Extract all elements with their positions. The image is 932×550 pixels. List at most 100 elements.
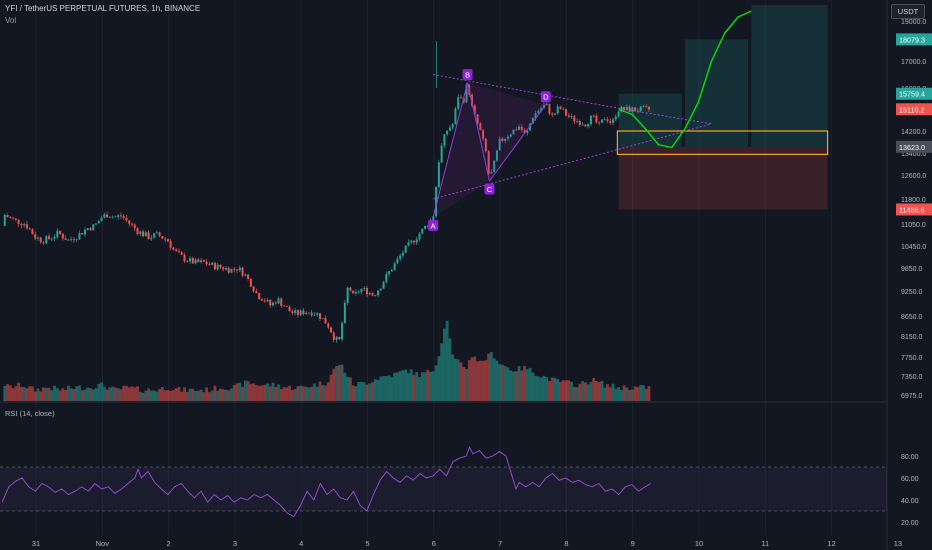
currency-button[interactable]: USDT [891, 4, 925, 19]
candle-body [363, 288, 366, 290]
candle-body [556, 106, 559, 114]
volume-bar [318, 381, 322, 401]
volume-bar [451, 354, 455, 401]
volume-bar [581, 381, 585, 401]
volume-bar [33, 391, 37, 401]
candle-body [479, 123, 482, 131]
candles[interactable] [3, 41, 650, 343]
volume-bar [205, 387, 209, 401]
volume-bar [113, 387, 117, 401]
time-axis[interactable]: 31 Nov 2 3 4 5 6 7 8 9 10 11 12 13 [32, 539, 902, 548]
volume-bar [647, 386, 651, 401]
candle-body [302, 310, 305, 315]
volume-bar [25, 388, 29, 401]
candle-body [150, 237, 153, 239]
volume-bar [191, 388, 195, 401]
volume-bar [125, 385, 128, 401]
pattern-label-a: A [431, 221, 436, 230]
candle-body [211, 262, 214, 265]
candle-body [3, 215, 6, 226]
price-axis[interactable]: 19000.017000.016000.014200.013400.012600… [896, 19, 932, 400]
price-tick-label: 9850.0 [901, 266, 923, 273]
candle-body [509, 134, 512, 137]
pattern-point-c [484, 183, 495, 195]
price-tick-label: 12600.0 [901, 173, 926, 180]
volume-bar [360, 381, 363, 401]
candle-body [600, 119, 603, 123]
time-tick-label: 5 [365, 539, 369, 548]
volume-bar [136, 386, 139, 401]
candle-body [390, 269, 393, 272]
candle-body [631, 107, 634, 112]
volume-bar [64, 390, 68, 401]
candle-body [177, 251, 180, 253]
candle-body [142, 231, 145, 237]
candle-body [332, 332, 335, 340]
volume-bar [17, 382, 21, 401]
volume-bar [404, 369, 408, 401]
candle-body [435, 187, 438, 217]
volume-bar [304, 386, 308, 401]
volume-bar [608, 387, 612, 401]
volume-bar [382, 376, 385, 401]
price-tag-label: 15110.2 [899, 105, 924, 114]
candle-body [473, 105, 476, 115]
triangle-upper [433, 74, 712, 125]
volume-bar [138, 391, 142, 401]
pattern-point-d [540, 91, 551, 103]
candle-body [100, 217, 103, 221]
volume-bar [440, 343, 444, 401]
volume-bar [478, 360, 482, 401]
volume-bar [185, 392, 189, 401]
candle-body [462, 98, 465, 103]
candle-body [330, 327, 333, 333]
volume-bar [487, 353, 491, 401]
candle-body [424, 225, 427, 229]
candle-body [17, 219, 20, 224]
volume-bar [216, 390, 220, 401]
candle-body [642, 106, 645, 108]
candle-body [125, 217, 128, 221]
volume-bar [523, 365, 526, 401]
volume-bar [130, 386, 134, 401]
candle-body [451, 124, 454, 128]
volume-bar [332, 368, 336, 401]
volume-bar [260, 385, 264, 401]
pattern-lines [432, 82, 547, 218]
volume-bar [390, 377, 394, 401]
forecast-curve[interactable] [618, 10, 752, 149]
volume-bar [11, 388, 15, 401]
candle-body [53, 236, 56, 239]
volume-bar [169, 390, 173, 401]
volume-bar [512, 371, 515, 401]
volume-bar [315, 386, 319, 401]
candle-body [310, 312, 313, 316]
volume-bar [238, 382, 242, 401]
volume-bar [232, 385, 236, 401]
abcd-pattern[interactable]: A B C D [428, 69, 712, 231]
volume-bar [583, 382, 587, 401]
volume-bar [36, 388, 40, 401]
candle-body [205, 261, 208, 265]
candle-body [283, 305, 286, 307]
forecast-line [618, 10, 752, 149]
candle-body [578, 121, 581, 125]
candle-body [147, 232, 150, 239]
candle-body [418, 233, 421, 240]
volume-bar [357, 382, 361, 401]
volume-bar [426, 369, 430, 401]
price-tick-label: 10450.0 [901, 244, 926, 251]
candle-body [291, 311, 294, 313]
candle-body [581, 124, 584, 126]
volume-bar [509, 370, 513, 401]
volume-bar [473, 356, 477, 401]
volume-bar [617, 387, 620, 401]
candle-body [531, 118, 534, 124]
candle-body [404, 245, 407, 253]
candle-body [70, 239, 73, 241]
volume-bar [293, 389, 297, 401]
price-tag-label: 18079.3 [899, 35, 925, 44]
time-tick-label: 6 [432, 539, 436, 548]
volume-bar [525, 369, 529, 401]
